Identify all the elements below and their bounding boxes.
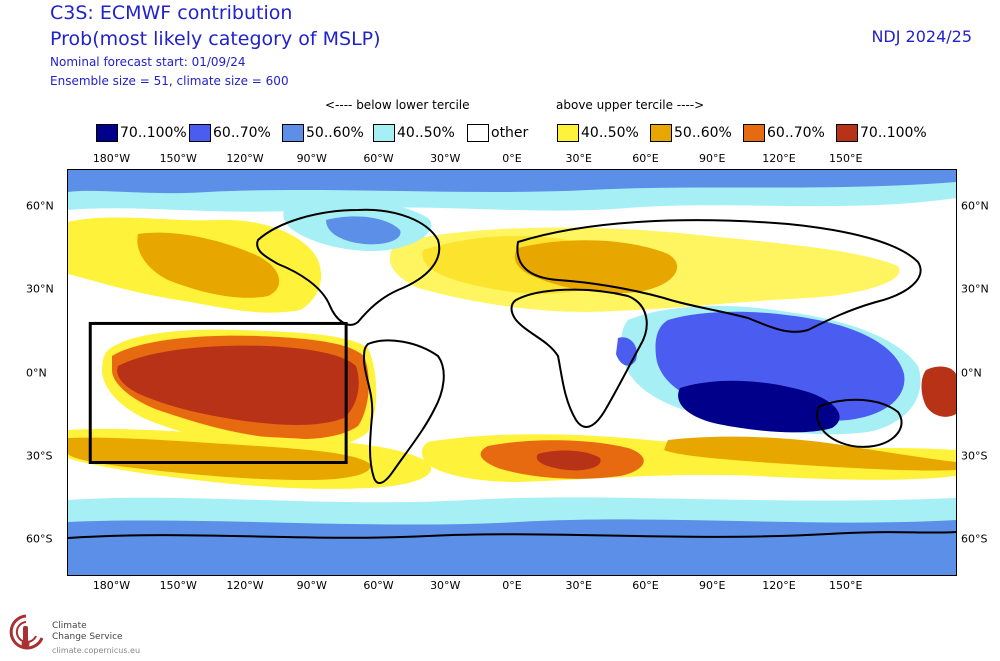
legend-label: 50..60% xyxy=(306,125,364,141)
longitude-tick-label: 120°E xyxy=(762,579,796,592)
legend-label: 40..50% xyxy=(397,125,455,141)
south-atlantic-red xyxy=(536,450,601,471)
south-america-outline xyxy=(362,339,445,485)
probability-map xyxy=(67,169,957,576)
indian-ocean-dark xyxy=(678,380,840,433)
south-pacific-orange xyxy=(68,437,371,480)
longitude-tick-label: 120°W xyxy=(226,152,264,165)
legend-label: 50..60% xyxy=(674,125,732,141)
latitude-tick-label: 30°N xyxy=(26,282,54,296)
longitude-tick-label: 30°E xyxy=(565,152,592,165)
legend-swatch xyxy=(836,124,858,142)
legend-swatch xyxy=(557,124,579,142)
legend-swatch xyxy=(650,124,672,142)
longitude-tick-label: 60°E xyxy=(632,152,659,165)
latitude-tick-label: 60°N xyxy=(26,199,54,213)
east-africa-blue xyxy=(616,337,637,366)
latitude-tick-label: 0°N xyxy=(961,366,982,379)
latitude-tick-label: 60°S xyxy=(26,532,53,546)
below-tercile-label: <---- below lower tercile xyxy=(325,98,470,112)
latitude-tick-label: 30°S xyxy=(26,449,53,463)
antarctica-outline xyxy=(68,531,956,539)
legend-label: 70..100% xyxy=(120,125,187,141)
legend-swatch xyxy=(96,124,118,142)
legend-swatch xyxy=(189,124,211,142)
chart-subtitle: Prob(most likely category of MSLP) xyxy=(50,28,381,50)
longitude-tick-label: 0°E xyxy=(502,579,522,592)
longitude-tick-label: 150°W xyxy=(159,152,197,165)
legend-label: 40..50% xyxy=(581,125,639,141)
longitude-tick-label: 150°E xyxy=(829,579,863,592)
chart-title: C3S: ECMWF contribution xyxy=(50,2,293,24)
africa-outline xyxy=(510,288,648,428)
longitude-tick-label: 150°E xyxy=(829,152,863,165)
longitude-tick-label: 180°W xyxy=(92,579,131,592)
pacific-dark-red xyxy=(117,345,359,425)
legend-label: other xyxy=(491,125,529,141)
longitude-tick-label: 60°W xyxy=(363,152,394,165)
latitude-tick-label: 0°N xyxy=(26,366,47,379)
legend-swatch xyxy=(282,124,304,142)
logo-text-line1: Climate xyxy=(52,621,87,631)
legend-swatch xyxy=(467,124,489,142)
legend-swatch xyxy=(743,124,765,142)
latitude-tick-label: 60°N xyxy=(961,199,989,213)
forecast-start-label: Nominal forecast start: 01/09/24 xyxy=(50,55,246,69)
longitude-tick-label: 90°E xyxy=(699,579,726,592)
canada-blue xyxy=(326,216,401,245)
logo-url: climate.copernicus.eu xyxy=(52,646,141,655)
longitude-tick-label: 30°W xyxy=(430,152,461,165)
longitude-tick-label: 30°E xyxy=(565,579,592,592)
north-pacific-orange xyxy=(137,232,280,298)
longitude-tick-label: 60°E xyxy=(632,579,659,592)
west-pacific-red xyxy=(921,366,956,417)
latitude-tick-label: 30°N xyxy=(961,282,989,296)
legend-swatch xyxy=(373,124,395,142)
longitude-tick-label: 150°W xyxy=(159,579,197,592)
antarctic-band-medium xyxy=(68,519,956,575)
nino-region-box xyxy=(88,321,348,464)
longitude-tick-label: 30°W xyxy=(430,579,461,592)
copernicus-logo-icon xyxy=(9,614,44,650)
longitude-tick-label: 180°W xyxy=(92,152,131,165)
longitude-tick-label: 90°E xyxy=(699,152,726,165)
longitude-tick-label: 120°W xyxy=(226,579,264,592)
forecast-period-label: NDJ 2024/25 xyxy=(871,27,972,46)
arctic-band-medium xyxy=(68,170,956,194)
north-america-outline xyxy=(256,208,441,326)
legend-label: 60..70% xyxy=(767,125,825,141)
latitude-tick-label: 60°S xyxy=(961,532,988,546)
longitude-tick-label: 60°W xyxy=(363,579,394,592)
longitude-tick-label: 90°W xyxy=(296,152,327,165)
south-indian-orange xyxy=(664,436,956,471)
legend-label: 70..100% xyxy=(860,125,927,141)
australia-outline xyxy=(816,398,903,448)
legend-label: 60..70% xyxy=(213,125,271,141)
longitude-tick-label: 0°E xyxy=(502,152,522,165)
above-tercile-label: above upper tercile ----> xyxy=(556,98,705,112)
map-svg xyxy=(68,170,956,575)
latitude-tick-label: 30°S xyxy=(961,449,988,463)
longitude-tick-label: 90°W xyxy=(296,579,327,592)
ensemble-size-label: Ensemble size = 51, climate size = 600 xyxy=(50,74,289,88)
logo-text-line2: Change Service xyxy=(52,632,123,642)
longitude-tick-label: 120°E xyxy=(762,152,796,165)
eurasia-outline xyxy=(516,219,922,333)
